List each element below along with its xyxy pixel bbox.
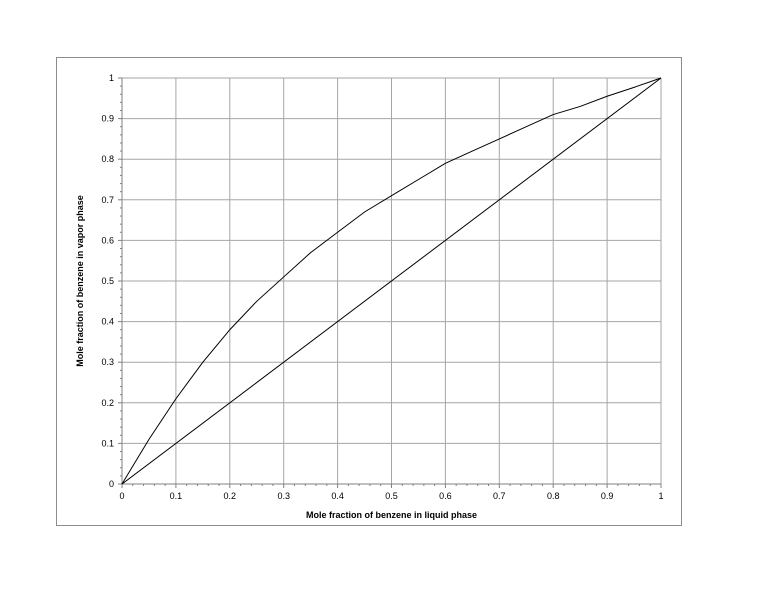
y-tick-labels: 0 0.1 0.2 0.3 0.4 0.5 0.6 0.7 0.8 0.9 1: [101, 73, 114, 489]
y-tick-label: 0.2: [101, 398, 114, 408]
y-axis-title: Mole fraction of benzene in vapor phase: [75, 195, 85, 367]
x-tick-label: 0.1: [170, 491, 183, 501]
x-tick-label: 1: [658, 491, 663, 501]
x-tick-label: 0.2: [224, 491, 237, 501]
y-tick-label: 0.4: [101, 317, 114, 327]
x-tick-label: 0.6: [439, 491, 452, 501]
equilibrium-curve-line: [121, 77, 662, 485]
y-tick-label: 0.8: [101, 154, 114, 164]
vle-chart: 0 0.1 0.2 0.3 0.4 0.5 0.6 0.7 0.8 0.9 1 0 0.1 0.2 0.3…: [75, 73, 664, 520]
series-layer: [121, 77, 662, 485]
y-tick-label: 0.7: [101, 195, 114, 205]
x-tick-label: 0.7: [493, 491, 506, 501]
x-tick-label: 0.4: [331, 491, 344, 501]
y-tick-label: 0.1: [101, 438, 114, 448]
x-tick-label: 0.5: [385, 491, 398, 501]
chart-frame: 0 0.1 0.2 0.3 0.4 0.5 0.6 0.7 0.8 0.9 1 0 0.1 0.2 0.3…: [56, 57, 682, 526]
x-axis-title: Mole fraction of benzene in liquid phase: [306, 510, 477, 520]
y-tick-label: 0.5: [101, 276, 114, 286]
x-tick-label: 0.9: [601, 491, 614, 501]
diagonal-line: [121, 77, 662, 485]
y-tick-label: 0.9: [101, 114, 114, 124]
y-tick-label: 0: [109, 479, 114, 489]
x-tick-labels: 0 0.1 0.2 0.3 0.4 0.5 0.6 0.7 0.8 0.9 1: [119, 491, 663, 501]
x-tick-label: 0.8: [547, 491, 560, 501]
y-tick-label: 1: [109, 73, 114, 83]
grid: [122, 77, 662, 484]
x-tick-label: 0.3: [277, 491, 290, 501]
y-tick-label: 0.6: [101, 235, 114, 245]
axes: [118, 77, 662, 488]
y-tick-label: 0.3: [101, 357, 114, 367]
x-tick-label: 0: [119, 491, 124, 501]
